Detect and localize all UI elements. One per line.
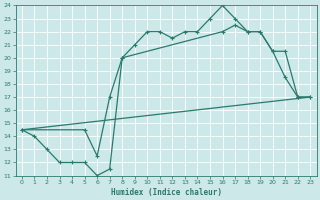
X-axis label: Humidex (Indice chaleur): Humidex (Indice chaleur) <box>111 188 221 197</box>
